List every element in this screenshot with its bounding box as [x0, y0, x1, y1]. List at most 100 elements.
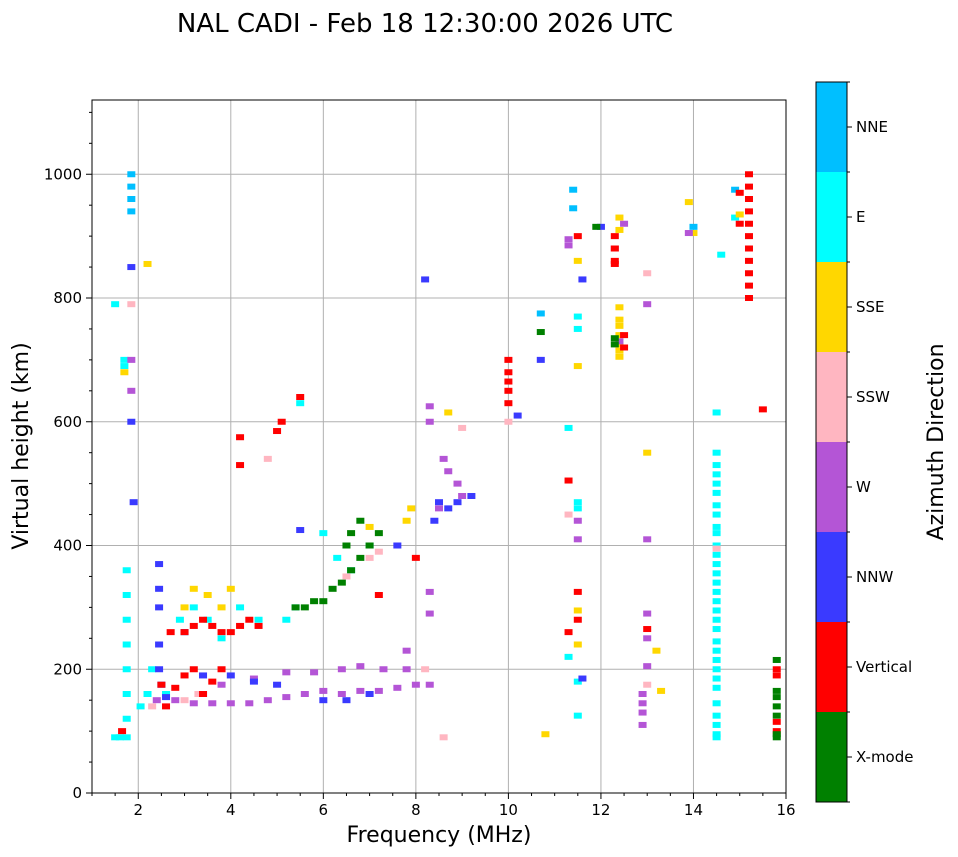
- data-point: [744, 220, 753, 227]
- data-point: [712, 616, 721, 623]
- data-point: [772, 718, 781, 725]
- data-point: [689, 230, 698, 237]
- data-point: [712, 656, 721, 663]
- data-point: [735, 189, 744, 196]
- data-point: [421, 666, 430, 673]
- x-tick-label: 6: [319, 801, 329, 819]
- data-point: [458, 493, 467, 499]
- colorbar-label: NNE: [856, 118, 888, 136]
- data-point: [712, 530, 721, 537]
- data-point: [180, 672, 189, 679]
- data-point: [155, 561, 164, 568]
- data-point: [127, 264, 136, 271]
- data-point: [194, 691, 203, 697]
- data-point: [689, 223, 698, 230]
- data-point: [573, 517, 582, 524]
- data-point: [620, 220, 629, 227]
- data-point: [162, 694, 171, 701]
- y-axis-label: Virtual height (km): [9, 342, 34, 549]
- data-point: [189, 700, 198, 707]
- data-point: [712, 570, 721, 577]
- data-point: [374, 592, 383, 598]
- data-point: [444, 409, 453, 416]
- data-point: [425, 418, 434, 425]
- x-tick-label: 2: [133, 801, 143, 819]
- data-point: [118, 728, 127, 735]
- data-point: [712, 588, 721, 595]
- data-point: [744, 183, 753, 190]
- data-point: [772, 712, 781, 719]
- data-point: [573, 257, 582, 264]
- x-tick-label: 12: [591, 801, 610, 819]
- data-point: [684, 230, 693, 237]
- data-point: [217, 681, 226, 688]
- y-tick-label: 200: [53, 660, 82, 678]
- data-point: [758, 406, 767, 413]
- data-point: [596, 223, 605, 230]
- data-point: [712, 598, 721, 605]
- data-point: [155, 641, 164, 648]
- x-tick-label: 4: [226, 801, 236, 819]
- data-point: [504, 356, 513, 363]
- x-tick-label: 14: [684, 801, 703, 819]
- data-point: [712, 545, 721, 552]
- data-point: [180, 697, 189, 704]
- data-point: [411, 681, 420, 688]
- data-point: [249, 678, 258, 685]
- x-axis-label: Frequency (MHz): [347, 823, 532, 848]
- colorbar-label: Vertical: [856, 658, 912, 676]
- data-point: [504, 400, 513, 407]
- data-point: [425, 588, 434, 595]
- data-point: [171, 697, 180, 704]
- data-point: [162, 691, 171, 697]
- data-point: [504, 387, 513, 394]
- data-point: [291, 604, 300, 611]
- data-point: [411, 554, 420, 561]
- data-point: [615, 322, 624, 329]
- colorbar-segment: [816, 82, 847, 172]
- data-point: [536, 310, 545, 317]
- y-tick-label: 1000: [44, 165, 82, 183]
- data-point: [120, 356, 129, 363]
- data-point: [573, 325, 582, 332]
- data-point: [620, 332, 629, 339]
- data-point: [643, 301, 652, 308]
- data-point: [226, 672, 235, 679]
- data-point: [217, 666, 226, 673]
- data-point: [712, 561, 721, 568]
- data-point: [189, 585, 198, 592]
- data-point: [712, 700, 721, 707]
- data-point: [573, 712, 582, 719]
- data-point: [643, 449, 652, 456]
- data-point: [731, 214, 740, 221]
- data-point: [249, 675, 258, 682]
- data-point: [453, 480, 462, 487]
- data-point: [712, 523, 721, 530]
- data-point: [638, 700, 647, 707]
- data-point: [407, 505, 416, 512]
- data-point: [300, 604, 309, 611]
- data-point: [772, 731, 781, 738]
- data-point: [155, 666, 164, 673]
- data-point: [712, 449, 721, 456]
- data-point: [122, 641, 131, 648]
- data-point: [744, 257, 753, 264]
- data-point: [444, 468, 453, 475]
- data-point: [127, 171, 136, 178]
- data-point: [296, 400, 305, 407]
- data-point: [143, 691, 152, 697]
- data-point: [569, 186, 578, 193]
- data-point: [319, 598, 328, 605]
- series-sse: [120, 199, 744, 738]
- data-point: [263, 697, 272, 704]
- data-point: [712, 712, 721, 719]
- plot-area: 2 4 6 8 10 12 14 16 0 200 400 600 800 1000: [44, 99, 796, 819]
- colorbar-label: SSE: [856, 298, 885, 316]
- data-point: [573, 313, 582, 320]
- data-point: [652, 647, 661, 654]
- data-point: [573, 363, 582, 370]
- data-point: [122, 734, 131, 741]
- data-point: [217, 629, 226, 636]
- data-point: [712, 731, 721, 738]
